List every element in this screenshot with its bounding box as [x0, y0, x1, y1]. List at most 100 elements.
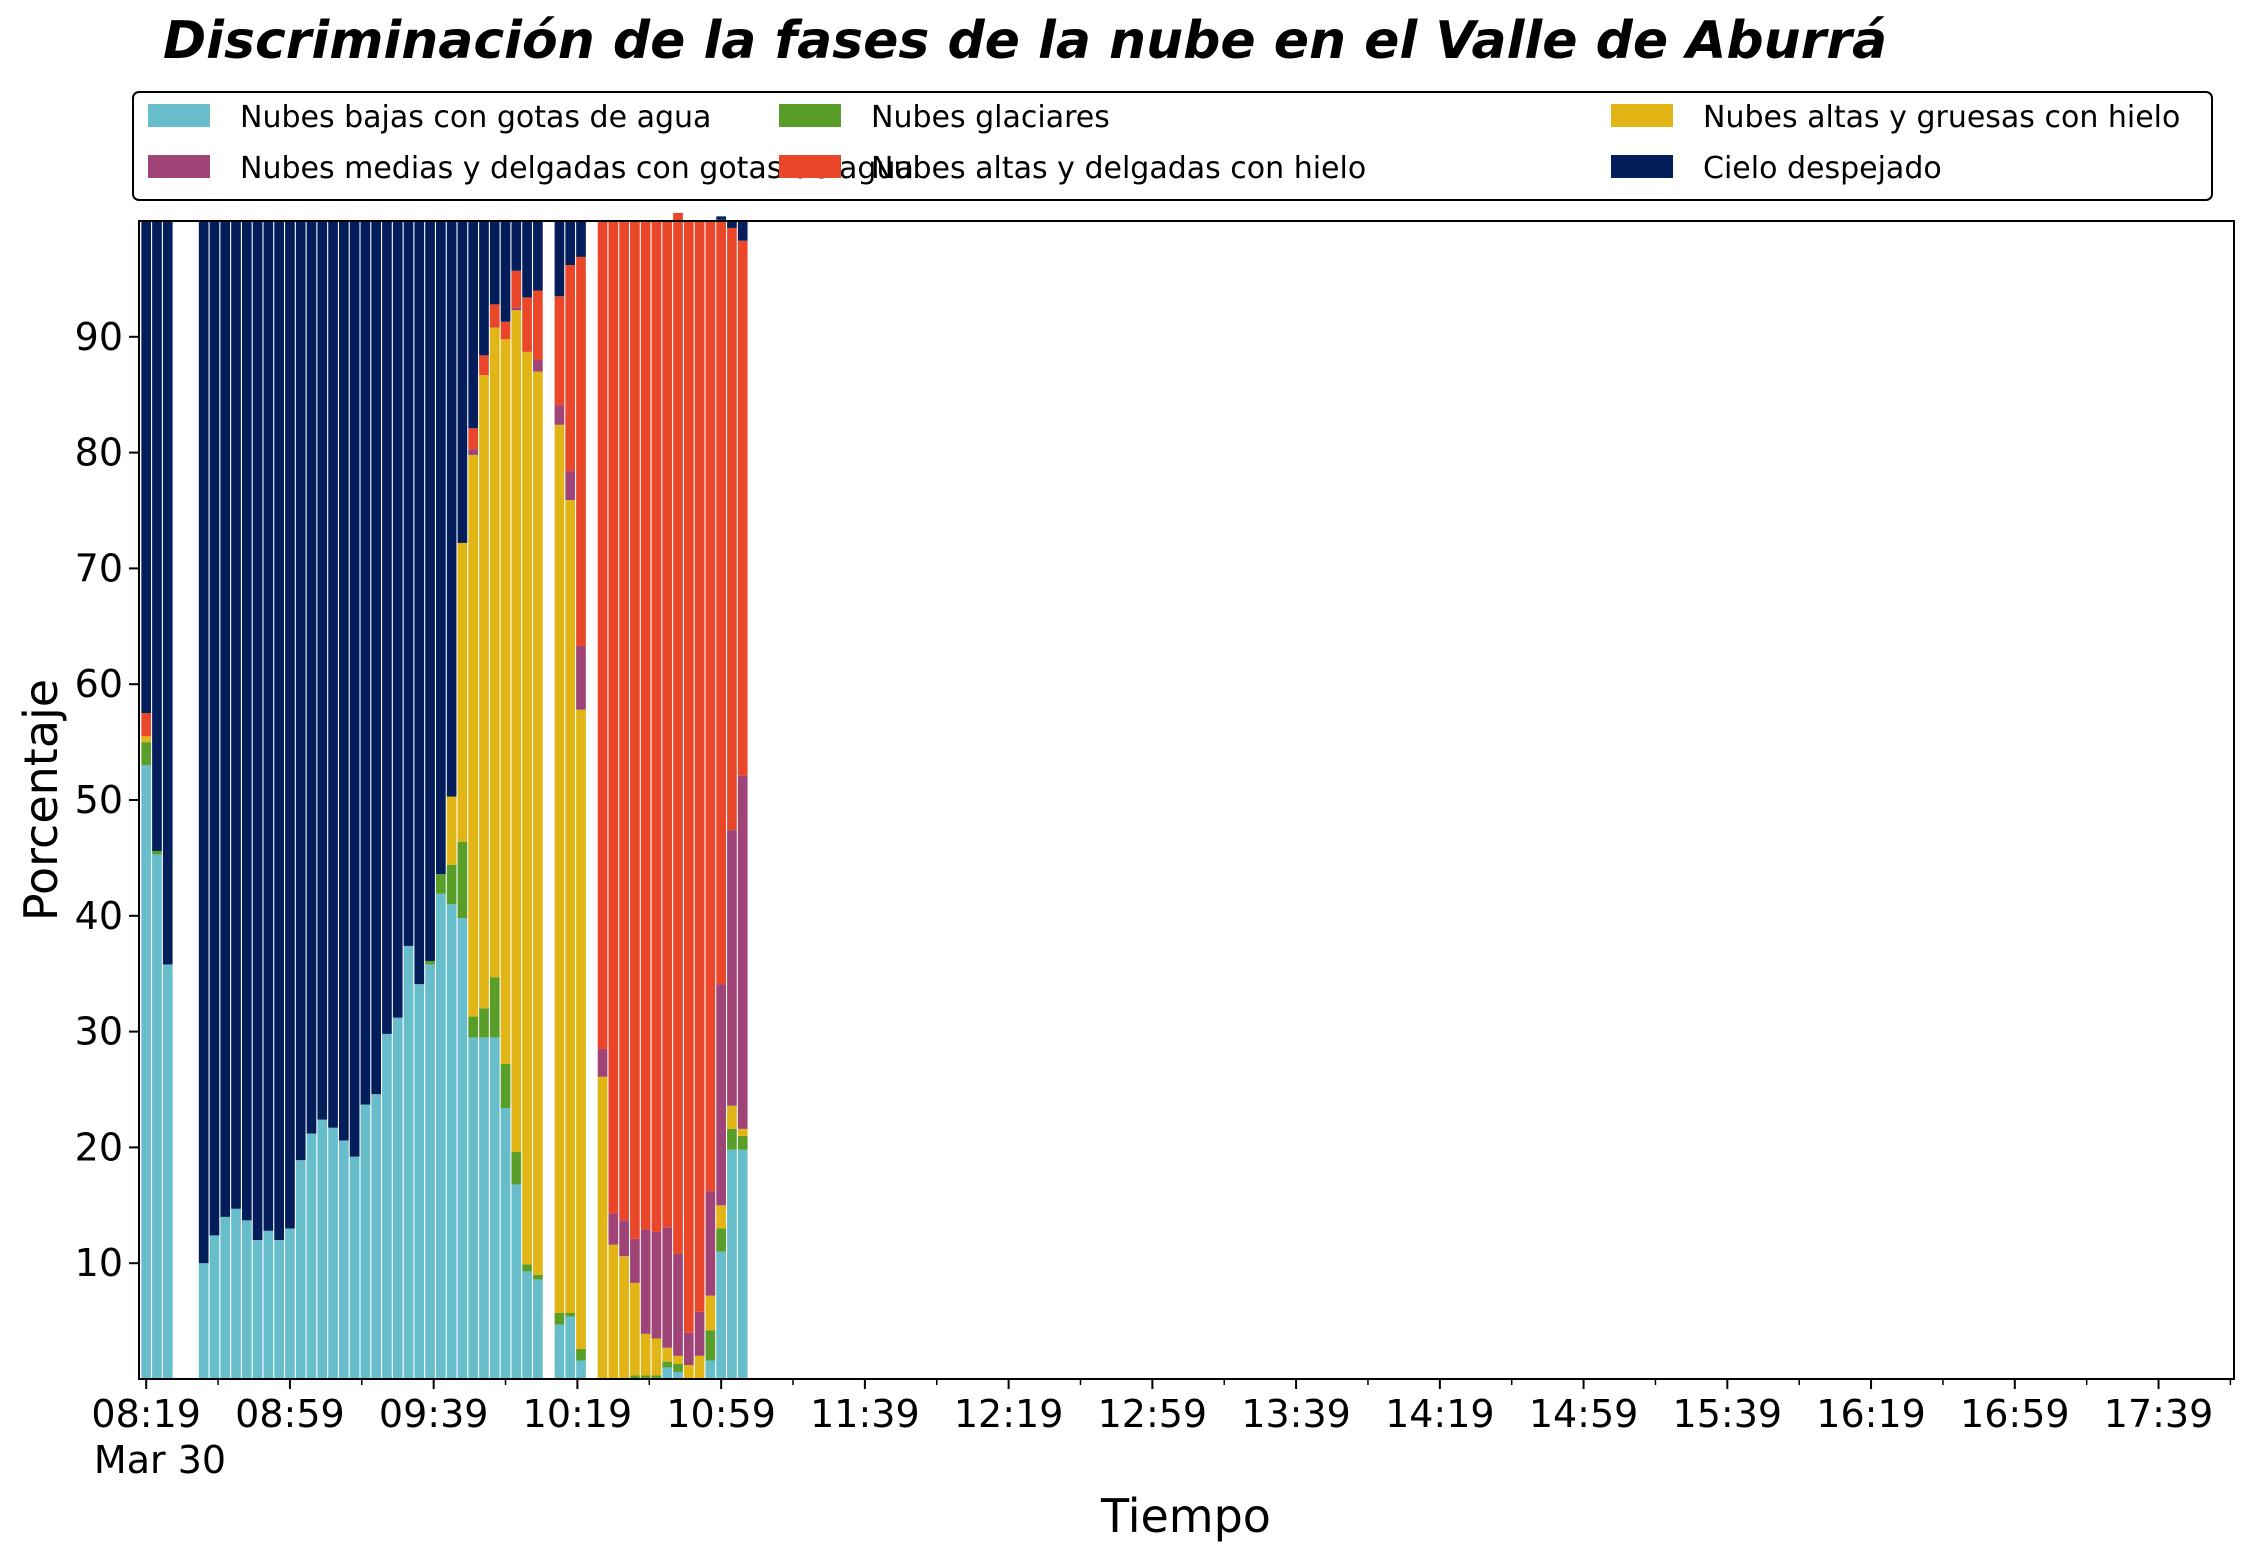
legend-label: Nubes altas y delgadas con hielo	[871, 151, 1366, 186]
date-label: Mar 30	[94, 1438, 226, 1482]
bar-segment	[162, 221, 173, 965]
bar-segment	[662, 1361, 673, 1368]
bar-segment	[554, 296, 565, 406]
bar-segment	[522, 1264, 532, 1272]
bar-segment	[468, 1016, 479, 1038]
bar-segment	[403, 221, 414, 946]
bar-segment	[425, 221, 435, 961]
bar-segment	[328, 221, 338, 1128]
bar-segment	[446, 904, 457, 1379]
bar-segment	[630, 1282, 640, 1376]
bar-segment	[392, 1017, 403, 1379]
bar-segment	[630, 221, 640, 1239]
x-tick-label: 15:39	[1673, 1392, 1783, 1436]
bar-segment	[317, 1119, 328, 1379]
bar-segment	[328, 1127, 338, 1379]
bar-segment	[727, 1128, 737, 1150]
bar-segment	[220, 221, 231, 1217]
x-tick-label: 14:19	[1385, 1392, 1495, 1436]
bar-segment	[141, 736, 152, 743]
x-tick-label: 08:19	[91, 1392, 201, 1436]
x-tick-label: 09:39	[379, 1392, 489, 1436]
bar-segment	[479, 355, 489, 376]
bar-segment	[727, 1149, 737, 1379]
bar-segment	[565, 1316, 576, 1379]
bar-segment	[608, 1213, 619, 1245]
bar-segment	[673, 1253, 683, 1356]
bar-segment	[500, 321, 511, 340]
bar-segment	[446, 864, 457, 905]
bar-segment	[141, 713, 152, 737]
bar-segment	[231, 1208, 241, 1379]
bar-segment	[479, 375, 489, 1009]
bar-segment	[152, 850, 162, 855]
bar-segment	[694, 221, 705, 1312]
bar-segment	[705, 221, 716, 1192]
bar-segment	[673, 1372, 683, 1379]
bar-segment	[349, 221, 360, 1157]
bar-segment	[489, 304, 500, 328]
bar-segment	[252, 1240, 263, 1379]
bar-segment	[533, 1279, 543, 1379]
bar-segment	[673, 212, 683, 1254]
bar-segment	[425, 960, 435, 965]
bar-segment	[295, 221, 306, 1161]
bar-segment	[306, 221, 317, 1134]
bar-segment	[241, 1220, 252, 1379]
legend-swatch	[148, 155, 210, 178]
bar-segment	[500, 339, 511, 1065]
bar-segment	[673, 1363, 683, 1373]
y-tick-label: 60	[75, 662, 123, 706]
bar-segment	[349, 1156, 360, 1379]
bar-segment	[737, 1135, 748, 1150]
bar-segment	[274, 221, 284, 1241]
bar-segment	[737, 1149, 748, 1379]
bar-segment	[162, 964, 173, 1379]
bar-segment	[576, 645, 586, 710]
bar-segment	[640, 221, 651, 1230]
bar-segment	[403, 945, 414, 1379]
bar-segment	[382, 221, 392, 1034]
bar-segment	[716, 1251, 726, 1379]
legend-label: Nubes bajas con gotas de agua	[240, 100, 711, 135]
bar-segment	[522, 1271, 532, 1379]
bar-segment	[705, 1295, 716, 1331]
bar-segment	[683, 1332, 694, 1366]
bar-segment	[511, 270, 522, 308]
y-axis-label: Porcentaje	[14, 679, 68, 921]
y-tick-label: 90	[75, 315, 123, 359]
bar-segment	[737, 221, 748, 241]
bar-segment	[662, 1347, 673, 1362]
bar-segment	[565, 471, 576, 501]
bar-segment	[673, 1355, 683, 1364]
bar-segment	[209, 1235, 220, 1379]
bar-segment	[317, 221, 328, 1120]
bar-segment	[285, 1228, 295, 1379]
bar-segment	[141, 765, 152, 1379]
bar-segment	[662, 221, 673, 1228]
bar-segment	[737, 775, 748, 1129]
bar-segment	[220, 1216, 231, 1379]
bar-segment	[727, 1105, 737, 1129]
bar-segment	[446, 796, 457, 865]
bar-segment	[198, 221, 209, 1264]
bar-segment	[651, 1338, 662, 1376]
bar-segment	[414, 221, 425, 985]
legend-swatch	[1611, 155, 1673, 178]
bar-segment	[651, 1231, 662, 1339]
bar-segment	[141, 742, 152, 766]
bar-segment	[640, 1333, 651, 1376]
bar-segment	[489, 977, 500, 1038]
x-tick-label: 17:39	[2104, 1392, 2214, 1436]
y-tick-label: 30	[75, 1010, 123, 1054]
bar-segment	[285, 221, 295, 1229]
y-tick-label: 20	[75, 1125, 123, 1169]
bar-segment	[662, 1367, 673, 1379]
legend-swatch	[1611, 104, 1673, 127]
bar-segment	[554, 405, 565, 425]
y-tick-label: 10	[75, 1241, 123, 1285]
y-tick-label: 40	[75, 894, 123, 938]
bar-segment	[500, 1108, 511, 1379]
bar-segment	[371, 221, 382, 1095]
